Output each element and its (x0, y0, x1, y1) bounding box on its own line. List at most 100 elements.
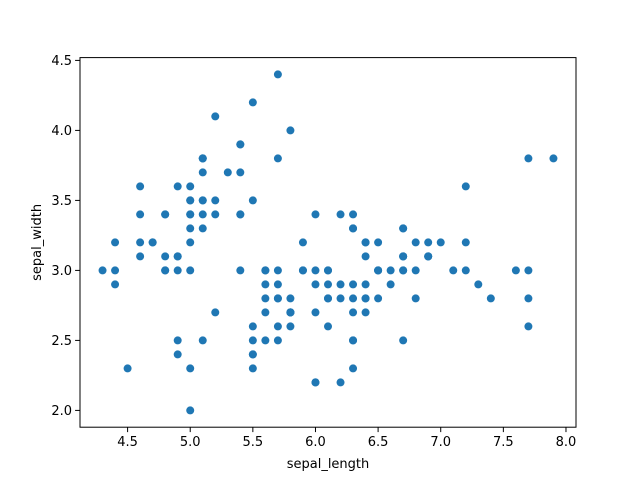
x-tick-label: 6.0 (305, 435, 326, 450)
data-point (311, 378, 320, 387)
data-point (236, 140, 245, 149)
data-point (186, 406, 195, 415)
y-tick-label: 4.5 (51, 54, 72, 69)
data-point (311, 210, 320, 219)
data-point (324, 322, 332, 331)
data-point (223, 168, 232, 177)
data-point (449, 266, 458, 275)
data-point (236, 266, 245, 275)
data-point (273, 294, 282, 303)
data-point (186, 182, 195, 191)
data-point (186, 364, 195, 373)
data-point (261, 294, 270, 303)
y-tick-label: 2.5 (51, 334, 72, 349)
y-tick-label: 3.5 (51, 194, 72, 209)
y-tick-label: 4.0 (51, 124, 72, 139)
data-point (198, 210, 207, 219)
data-point (461, 266, 470, 275)
data-point (336, 210, 345, 219)
data-point (361, 238, 370, 247)
data-point (311, 266, 320, 275)
data-point (186, 238, 195, 247)
data-point (261, 308, 270, 317)
data-point (111, 266, 120, 275)
data-point (361, 294, 370, 303)
data-point (273, 280, 282, 289)
data-point (161, 266, 170, 275)
data-point (236, 210, 245, 219)
data-point (261, 280, 270, 289)
data-point (161, 210, 170, 219)
data-point (486, 294, 495, 303)
data-point (349, 280, 358, 289)
y-tick-label: 3.0 (51, 264, 72, 279)
data-point (173, 336, 182, 345)
data-point (374, 238, 383, 247)
data-point (111, 238, 120, 247)
plot-area-frame (79, 57, 577, 428)
data-point (298, 238, 307, 247)
data-point (186, 224, 195, 233)
data-point (186, 210, 195, 219)
data-point (236, 168, 245, 177)
data-point (173, 266, 182, 275)
data-point (273, 70, 282, 79)
data-point (461, 182, 470, 191)
data-point (524, 322, 533, 331)
data-point (248, 196, 257, 205)
data-point (336, 280, 345, 289)
data-point (324, 294, 332, 303)
x-tick-label: 7.5 (493, 435, 514, 450)
data-point (173, 350, 182, 359)
x-axis-label: sepal_length (287, 457, 370, 472)
data-point (211, 210, 220, 219)
data-point (336, 378, 345, 387)
data-point (136, 238, 145, 247)
data-point (198, 196, 207, 205)
x-tick-label: 6.5 (368, 435, 389, 450)
data-point (524, 154, 533, 163)
data-point (98, 266, 107, 275)
data-point (136, 182, 145, 191)
data-point (511, 266, 520, 275)
data-point (386, 266, 395, 275)
y-axis-label: sepal_width (30, 204, 45, 281)
data-point (361, 308, 370, 317)
data-point (286, 294, 295, 303)
x-tick-label: 5.0 (180, 435, 201, 450)
data-point (399, 266, 408, 275)
y-axis-ticks: 2.0 2.5 3.0 3.5 4.0 4.5 (51, 54, 80, 419)
data-point (399, 252, 408, 261)
data-point (273, 322, 282, 331)
data-point (248, 336, 257, 345)
data-point (411, 238, 420, 247)
data-point (374, 294, 383, 303)
data-point (311, 280, 320, 289)
data-point (273, 154, 282, 163)
data-point (211, 196, 220, 205)
data-point (524, 294, 533, 303)
data-point (148, 238, 157, 247)
x-tick-label: 7.0 (430, 435, 451, 450)
data-point (349, 294, 358, 303)
data-point (286, 126, 295, 135)
data-point (136, 252, 145, 261)
data-point (411, 294, 420, 303)
data-point (311, 308, 320, 317)
data-point (361, 280, 370, 289)
data-point (248, 322, 257, 331)
data-point (286, 322, 295, 331)
data-point (324, 266, 332, 275)
data-point (336, 294, 345, 303)
data-point (324, 280, 332, 289)
x-tick-label: 8.0 (556, 435, 577, 450)
data-point (461, 238, 470, 247)
data-point (136, 210, 145, 219)
data-point (261, 266, 270, 275)
data-point (123, 364, 132, 373)
data-point (286, 308, 295, 317)
data-point (349, 364, 358, 373)
data-point (474, 280, 483, 289)
data-point (549, 154, 558, 163)
